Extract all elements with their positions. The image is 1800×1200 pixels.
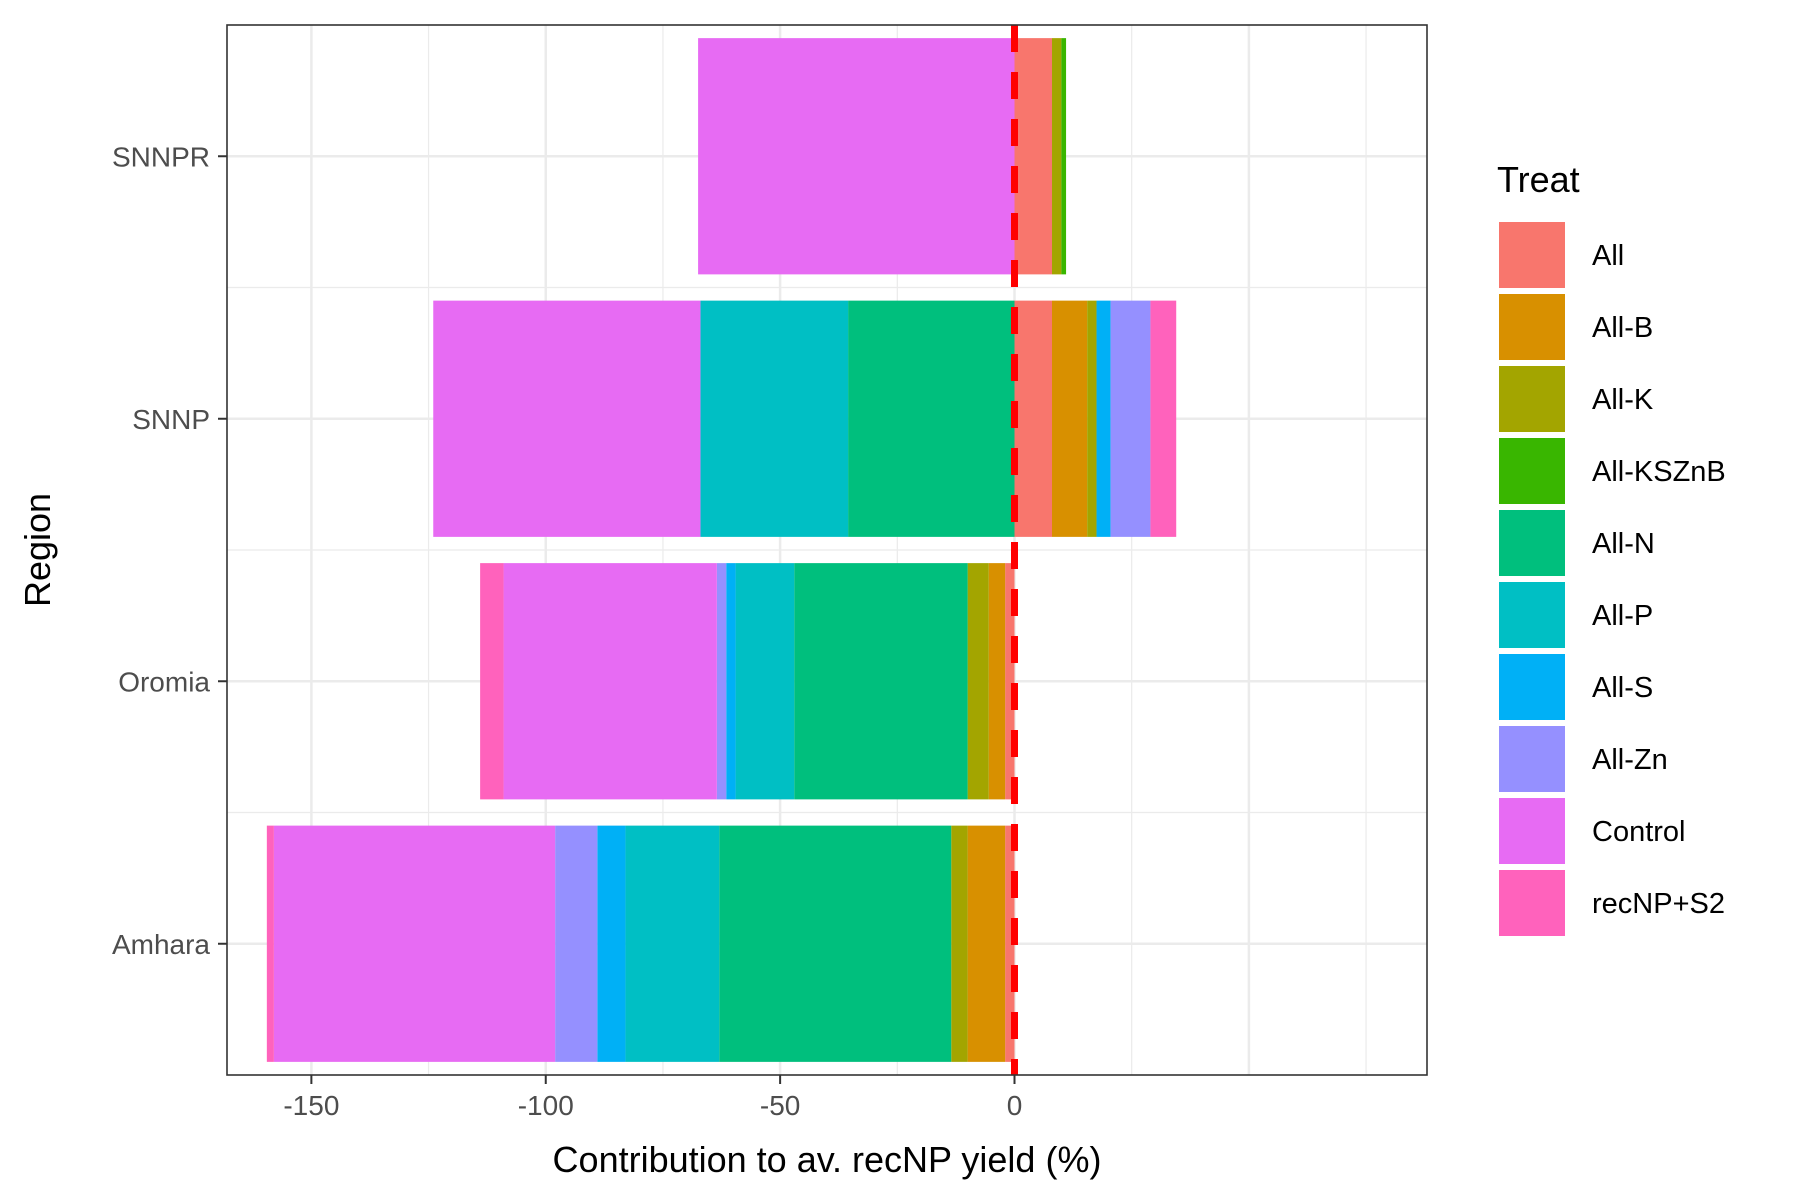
bar-amhara-all-p bbox=[625, 825, 720, 1062]
legend-key-all-s bbox=[1499, 654, 1565, 720]
legend-key-all-k bbox=[1499, 366, 1565, 432]
bar-oromia-control bbox=[503, 563, 717, 800]
y-axis-title: Region bbox=[17, 493, 58, 607]
x-axis-title: Contribution to av. recNP yield (%) bbox=[553, 1139, 1102, 1180]
bar-amhara-control bbox=[273, 825, 556, 1062]
x-tick-label: -100 bbox=[518, 1090, 574, 1121]
panel-border bbox=[226, 24, 1428, 1076]
legend-label: Control bbox=[1592, 816, 1686, 848]
axes: -150 -100 -50 0 Amhara Oromia SNNP SNNPR bbox=[112, 141, 1022, 1121]
x-tick-label: -50 bbox=[760, 1090, 800, 1121]
bar-amhara-all-n bbox=[719, 825, 952, 1062]
bar-oromia-all-s bbox=[726, 563, 736, 800]
legend-label: All-S bbox=[1592, 672, 1653, 704]
bar-snnpr-all bbox=[1014, 38, 1052, 275]
bar-oromia-all-n bbox=[794, 563, 968, 800]
bar-oromia-all-zn bbox=[716, 563, 727, 800]
legend-key-all-n bbox=[1499, 510, 1565, 576]
legend-label: All bbox=[1592, 240, 1624, 272]
bar-amhara-all-zn bbox=[555, 825, 598, 1062]
y-tick-label-amhara: Amhara bbox=[112, 929, 210, 960]
legend-label: All-K bbox=[1592, 384, 1654, 416]
bar-snnp-all bbox=[1014, 300, 1052, 537]
legend-label: All-B bbox=[1592, 312, 1653, 344]
bars bbox=[266, 38, 1177, 1062]
bar-amhara-all-k bbox=[951, 825, 968, 1062]
bar-snnp-all-n bbox=[848, 300, 1015, 537]
y-tick-label-snnpr: SNNPR bbox=[112, 141, 210, 172]
legend-label: All-Zn bbox=[1592, 744, 1668, 776]
y-tick-label-oromia: Oromia bbox=[118, 666, 210, 697]
bar-snnpr-all-k bbox=[1052, 38, 1062, 275]
bar-oromia-all-p bbox=[735, 563, 795, 800]
bar-amhara-all-s bbox=[597, 825, 626, 1062]
bar-snnp-all-p bbox=[700, 300, 849, 537]
bar-amhara-all-b bbox=[967, 825, 1006, 1062]
legend-key-all-p bbox=[1499, 582, 1565, 648]
bar-snnp-control bbox=[433, 300, 701, 537]
legend-label: All-P bbox=[1592, 600, 1653, 632]
legend-key-all-zn bbox=[1499, 726, 1565, 792]
bar-snnp-all-zn bbox=[1110, 300, 1151, 537]
bar-oromia-all-k bbox=[967, 563, 989, 800]
legend-label: recNP+S2 bbox=[1592, 888, 1725, 920]
bar-snnpr-all-ksznb bbox=[1061, 38, 1067, 275]
legend-key-all bbox=[1499, 222, 1565, 288]
bar-snnp-all-s bbox=[1096, 300, 1111, 537]
bar-amhara-recnp-s2 bbox=[266, 825, 274, 1062]
legend-key-all-b bbox=[1499, 294, 1565, 360]
y-tick-label-snnp: SNNP bbox=[132, 404, 210, 435]
x-tick-label: -150 bbox=[283, 1090, 339, 1121]
legend-key-recnp-s2 bbox=[1499, 870, 1565, 936]
bar-snnp-recnp-s2 bbox=[1150, 300, 1177, 537]
bar-oromia-all-b bbox=[988, 563, 1006, 800]
bar-amhara-all bbox=[1005, 825, 1015, 1062]
legend: Treat All All-B All-K All-KSZnB All-N All-P Al… bbox=[1497, 159, 1726, 936]
legend-label: All-KSZnB bbox=[1592, 456, 1726, 488]
legend-label: All-N bbox=[1592, 528, 1655, 560]
x-tick-label: 0 bbox=[1007, 1090, 1023, 1121]
legend-title: Treat bbox=[1497, 159, 1580, 200]
bar-oromia-recnp-s2 bbox=[480, 563, 504, 800]
bar-snnp-all-k bbox=[1087, 300, 1097, 537]
bar-oromia-all bbox=[1005, 563, 1015, 800]
bar-snnpr-control bbox=[698, 38, 1015, 275]
bar-snnp-all-b bbox=[1052, 300, 1088, 537]
legend-key-control bbox=[1499, 798, 1565, 864]
legend-key-all-ksznb bbox=[1499, 438, 1565, 504]
